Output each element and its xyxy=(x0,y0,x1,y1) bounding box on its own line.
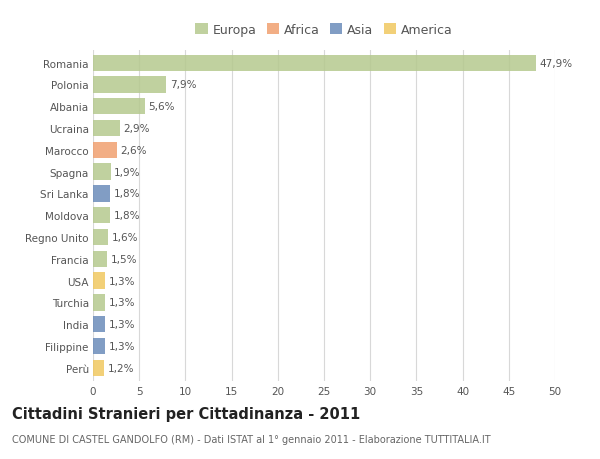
Text: COMUNE DI CASTEL GANDOLFO (RM) - Dati ISTAT al 1° gennaio 2011 - Elaborazione TU: COMUNE DI CASTEL GANDOLFO (RM) - Dati IS… xyxy=(12,434,491,444)
Text: 5,6%: 5,6% xyxy=(148,102,175,112)
Text: 1,5%: 1,5% xyxy=(110,254,137,264)
Text: 7,9%: 7,9% xyxy=(170,80,196,90)
Bar xyxy=(93,121,120,137)
Text: 1,8%: 1,8% xyxy=(113,189,140,199)
Bar xyxy=(93,316,105,333)
Bar xyxy=(93,230,108,246)
Bar xyxy=(93,99,145,115)
Text: 47,9%: 47,9% xyxy=(539,59,572,68)
Text: 1,3%: 1,3% xyxy=(109,298,135,308)
Text: Cittadini Stranieri per Cittadinanza - 2011: Cittadini Stranieri per Cittadinanza - 2… xyxy=(12,406,360,421)
Bar xyxy=(93,273,105,289)
Bar xyxy=(93,338,105,354)
Text: 1,3%: 1,3% xyxy=(109,341,135,351)
Legend: Europa, Africa, Asia, America: Europa, Africa, Asia, America xyxy=(195,24,453,37)
Text: 2,9%: 2,9% xyxy=(124,124,150,134)
Text: 1,6%: 1,6% xyxy=(112,232,138,242)
Bar xyxy=(93,207,110,224)
Bar xyxy=(93,77,166,94)
Bar xyxy=(93,251,107,267)
Bar xyxy=(93,360,104,376)
Text: 2,6%: 2,6% xyxy=(121,146,147,156)
Text: 1,2%: 1,2% xyxy=(108,363,134,373)
Text: 1,8%: 1,8% xyxy=(113,211,140,221)
Bar xyxy=(93,186,110,202)
Bar xyxy=(93,56,536,72)
Bar xyxy=(93,142,117,159)
Bar xyxy=(93,295,105,311)
Bar xyxy=(93,164,110,180)
Text: 1,9%: 1,9% xyxy=(114,167,141,177)
Text: 1,3%: 1,3% xyxy=(109,319,135,330)
Text: 1,3%: 1,3% xyxy=(109,276,135,286)
